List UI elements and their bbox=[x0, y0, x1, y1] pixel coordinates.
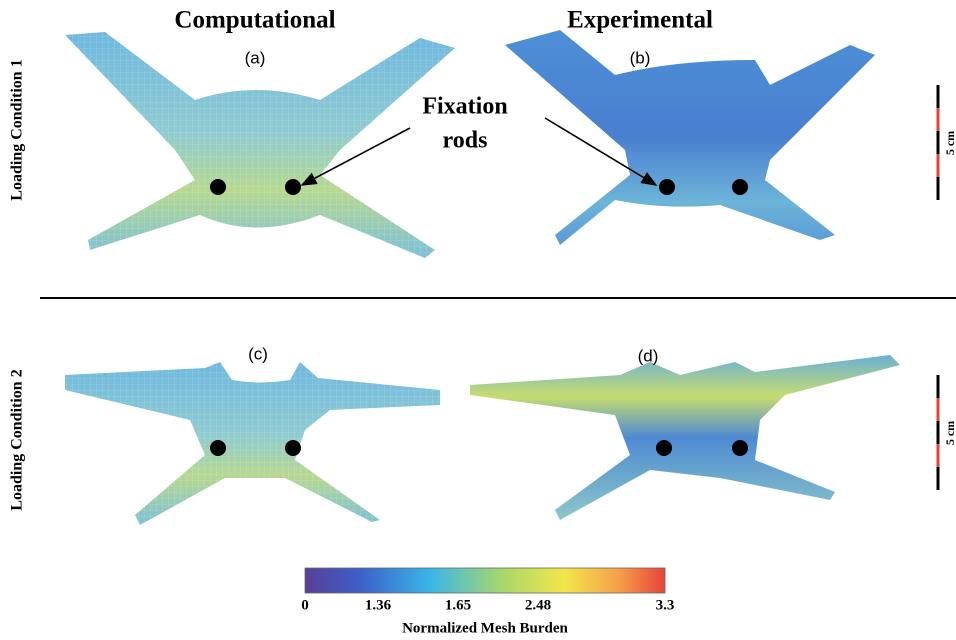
row-label: Loading Condition 1 bbox=[9, 59, 26, 200]
panel-label: (b) bbox=[630, 48, 651, 67]
annotation: rods bbox=[443, 128, 488, 154]
colorbar-tick-label: 3.3 bbox=[656, 597, 675, 613]
annotation: Fixation bbox=[422, 94, 507, 120]
panel-label: (a) bbox=[245, 48, 266, 67]
colorbar-tick-label: 2.48 bbox=[525, 597, 551, 613]
scale-label: 5 cm bbox=[943, 131, 956, 155]
colorbar-label: Normalized Mesh Burden bbox=[402, 620, 568, 636]
colorbar-tick-label: 1.36 bbox=[365, 597, 392, 613]
colorbar bbox=[305, 568, 665, 593]
column-title: Experimental bbox=[567, 7, 713, 34]
colorbar-tick-label: 1.65 bbox=[445, 597, 471, 613]
scale-label: 5 cm bbox=[943, 421, 956, 445]
mesh-b bbox=[505, 30, 875, 245]
row-label: Loading Condition 2 bbox=[9, 369, 26, 510]
colorbar-tick-label: 0 bbox=[301, 597, 309, 613]
panel-label: (c) bbox=[248, 344, 268, 363]
column-title: Computational bbox=[174, 7, 335, 34]
panel-label: (d) bbox=[638, 346, 659, 365]
mesh-d bbox=[470, 355, 900, 520]
figure: Computational Experimental (a) (b) (c) (… bbox=[0, 0, 956, 640]
